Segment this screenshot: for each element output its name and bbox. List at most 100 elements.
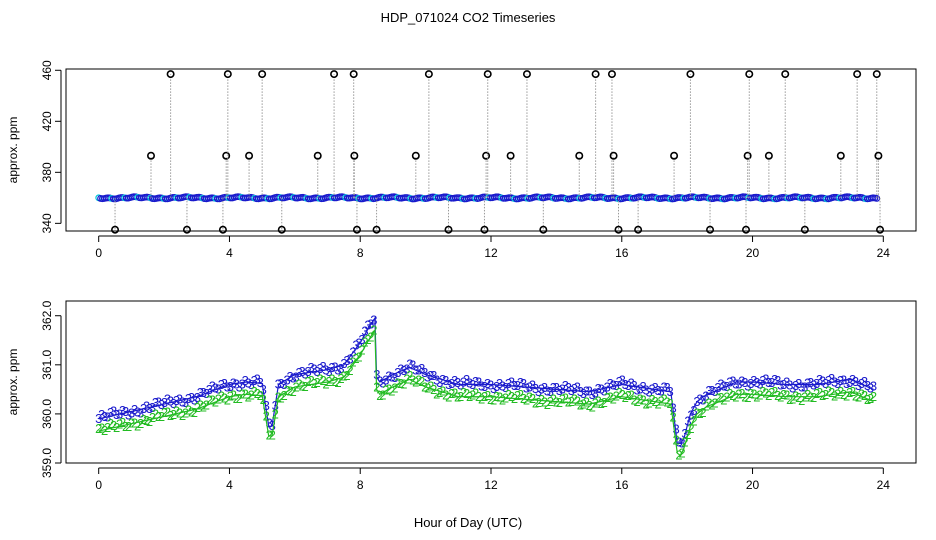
series-2-marker: 2 (257, 388, 264, 403)
series-2-marker: 2 (622, 390, 629, 405)
series-3-marker: 3 (831, 375, 838, 390)
series-2-marker: 2 (652, 394, 659, 409)
series-3-marker: 3 (122, 404, 129, 419)
series-2-marker: 2 (290, 384, 297, 399)
series-3-marker: 3 (777, 378, 784, 393)
series-3-marker: 3 (517, 375, 524, 390)
series-3-marker: 3 (343, 353, 350, 368)
series-2-marker: 2 (116, 417, 123, 432)
series-3-marker: 3 (765, 375, 772, 390)
series-2-marker: 2 (747, 386, 754, 401)
series-2-marker: 2 (125, 419, 132, 434)
series-2-marker: 2 (487, 392, 494, 407)
series-3-marker: 3 (158, 397, 165, 412)
series-2-marker: 2 (337, 371, 344, 386)
series-2-marker: 2 (520, 391, 527, 406)
series-2-marker: 2 (834, 387, 841, 402)
series-2-marker: 2 (349, 355, 356, 370)
series-3-marker: 3 (101, 409, 108, 424)
series-2-marker: 2 (693, 405, 700, 420)
series-3-marker: 3 (747, 376, 754, 391)
series-3-marker: 3 (726, 375, 733, 390)
series-2-marker: 2 (681, 435, 688, 450)
series-3-marker: 3 (481, 379, 488, 394)
series-2-marker: 2 (666, 396, 673, 411)
series-2-line (98, 328, 874, 457)
series-3-marker: 3 (646, 385, 653, 400)
series-3-marker: 3 (538, 381, 545, 396)
series-2-marker: 2 (777, 390, 784, 405)
series-3-marker: 3 (729, 373, 736, 388)
series-2-marker: 2 (789, 391, 796, 406)
bottom-x-tick-label: 0 (95, 478, 102, 492)
series-3-marker: 3 (373, 367, 380, 382)
series-3-marker: 3 (179, 395, 186, 410)
series-2-marker: 2 (322, 376, 329, 391)
series-3-marker: 3 (678, 435, 685, 450)
series-2-marker: 2 (660, 391, 667, 406)
series-3-marker: 3 (313, 364, 320, 379)
series-2-marker: 2 (194, 400, 201, 415)
series-2-marker: 2 (152, 407, 159, 422)
series-3-marker: 3 (711, 384, 718, 399)
series-2-marker: 2 (313, 375, 320, 390)
series-3-marker: 3 (559, 381, 566, 396)
spike-point (800, 225, 809, 234)
series-3-marker: 3 (230, 375, 237, 390)
series-2-marker: 2 (517, 387, 524, 402)
series-3-marker: 3 (592, 386, 599, 401)
series-2-marker: 2 (373, 379, 380, 394)
series-2-marker: 2 (801, 390, 808, 405)
top-y-axis-label: approx. ppm (6, 117, 20, 184)
series-2-marker: 2 (592, 396, 599, 411)
series-3-marker: 3 (104, 409, 111, 424)
series-2-marker: 2 (657, 393, 664, 408)
bottom-y-tick-label: 362.0 (40, 300, 54, 330)
series-2-marker: 2 (843, 389, 850, 404)
series-2-marker: 2 (687, 421, 694, 436)
series-3-marker: 3 (361, 323, 368, 338)
series-2-marker: 2 (550, 392, 557, 407)
series-2-marker: 2 (385, 382, 392, 397)
series-2-marker: 2 (325, 374, 332, 389)
series-2-marker: 2 (221, 391, 228, 406)
series-3-marker: 3 (439, 372, 446, 387)
series-3-marker: 3 (657, 383, 664, 398)
series-3-marker: 3 (176, 391, 183, 406)
series-2-marker: 2 (463, 386, 470, 401)
top-x-tick-label: 12 (484, 246, 498, 260)
series-2-marker: 2 (780, 387, 787, 402)
series-2-marker: 2 (230, 388, 237, 403)
series-2-marker: 2 (173, 404, 180, 419)
series-3-marker: 3 (750, 373, 757, 388)
series-3-marker: 3 (275, 376, 282, 391)
series-2-marker: 2 (580, 396, 587, 411)
series-2-marker: 2 (358, 343, 365, 358)
series-2-marker: 2 (601, 395, 608, 410)
series-2-marker: 2 (562, 391, 569, 406)
series-2-marker: 2 (529, 391, 536, 406)
series-2-marker: 2 (388, 384, 395, 399)
top-y-tick-label: 340 (40, 213, 54, 233)
series-2-marker: 2 (544, 397, 551, 412)
series-3-marker: 3 (394, 365, 401, 380)
series-3-marker: 3 (684, 414, 691, 429)
series-3-marker: 3 (834, 376, 841, 391)
series-3-marker: 3 (598, 382, 605, 397)
spike-point (166, 70, 175, 79)
series-3-marker: 3 (843, 376, 850, 391)
series-3-marker: 3 (334, 362, 341, 377)
series-2-marker: 2 (304, 374, 311, 389)
series-3-marker: 3 (188, 390, 195, 405)
series-2-marker: 2 (421, 380, 428, 395)
series-3-marker: 3 (610, 378, 617, 393)
series-2-marker: 2 (209, 392, 216, 407)
series-3-marker: 3 (358, 332, 365, 347)
series-3-marker: 3 (287, 369, 294, 384)
series-2-marker: 2 (577, 398, 584, 413)
series-3-marker: 3 (672, 421, 679, 436)
series-3-marker: 3 (613, 378, 620, 393)
series-2-marker: 2 (433, 386, 440, 401)
series-3-marker: 3 (128, 405, 135, 420)
series-2-marker: 2 (376, 388, 383, 403)
